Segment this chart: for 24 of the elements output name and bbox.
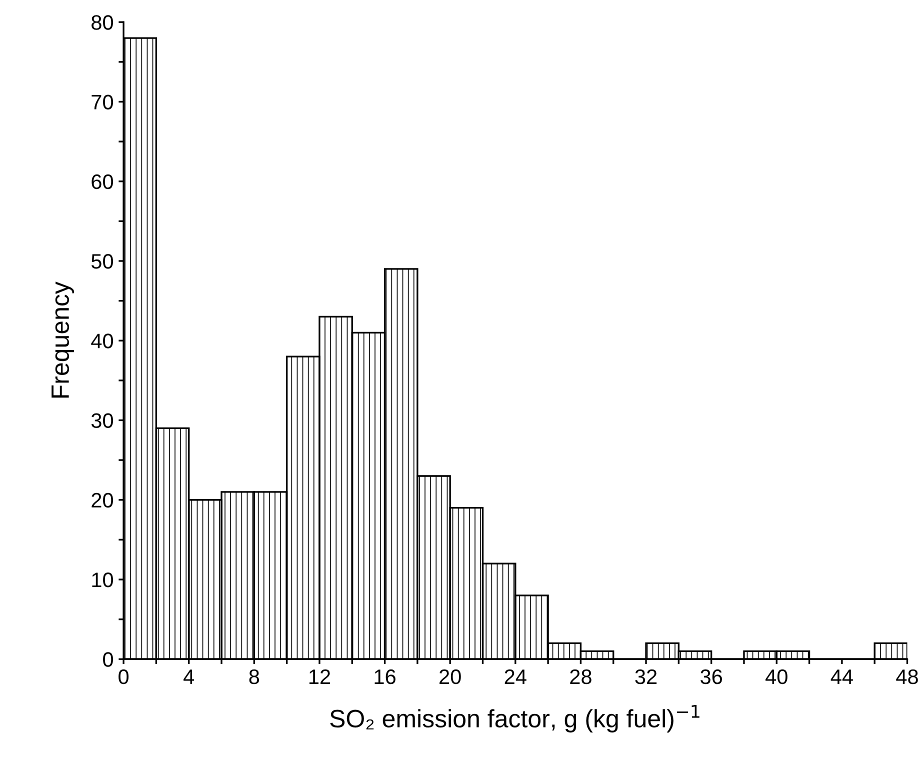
y-tick-label: 60	[92, 174, 114, 190]
y-tick-label: 30	[91, 413, 114, 428]
x-tick-label: 12	[309, 669, 330, 684]
x-tick-label: 0	[118, 669, 129, 684]
x-tick-label: 44	[830, 670, 853, 684]
x-tick-label: 32	[635, 669, 657, 684]
x-tick-label: 16	[374, 669, 396, 684]
x-tick-label: 48	[896, 669, 918, 684]
x-tick-label: 20	[440, 669, 461, 684]
y-tick-label: 70	[92, 94, 114, 110]
y-tick-label: 10	[92, 572, 114, 588]
x-tick-label: 24	[504, 669, 526, 684]
y-tick-label: 40	[91, 334, 114, 348]
x-tick-label: 8	[249, 669, 260, 684]
y-tick-label: 80	[92, 15, 114, 30]
y-tick-label: 20	[92, 492, 114, 508]
y-axis-title: Frequency	[52, 282, 74, 398]
x-axis-title: SO₂ emission factor, g (kg fuel)$^{−1}$	[330, 704, 700, 732]
x-tick-label: 4	[184, 670, 194, 684]
y-tick-label: 0	[103, 652, 114, 667]
y-tick-label: 50	[91, 254, 114, 269]
x-tick-label: 28	[570, 669, 592, 684]
x-tick-label: 36	[700, 669, 722, 684]
x-tick-label: 40	[766, 669, 788, 684]
